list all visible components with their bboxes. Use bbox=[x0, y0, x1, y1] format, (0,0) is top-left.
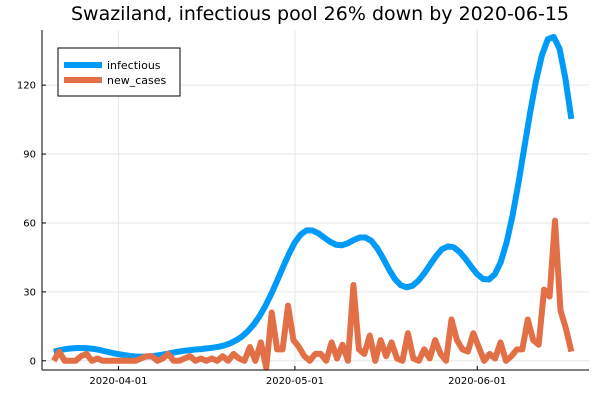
y-tick-label: 90 bbox=[23, 150, 36, 161]
x-tick-label: 2020-05-01 bbox=[266, 376, 324, 387]
x-tick-label: 2020-04-01 bbox=[89, 376, 147, 387]
y-ticks: 0 30 60 90 120 bbox=[17, 81, 46, 367]
y-tick-label: 120 bbox=[17, 81, 36, 92]
series-line-new-cases bbox=[51, 217, 575, 371]
legend-label-new-cases: new_cases bbox=[107, 74, 167, 87]
y-tick-label: 30 bbox=[23, 287, 36, 298]
x-tick-label: 2020-06-01 bbox=[448, 376, 506, 387]
series-layer bbox=[51, 33, 575, 371]
legend-box bbox=[57, 47, 181, 97]
legend-label-infectious: infectious bbox=[107, 59, 161, 72]
y-tick-label: 0 bbox=[30, 356, 36, 367]
legend: infectious new_cases bbox=[57, 47, 181, 97]
chart-title: Swaziland, infectious pool 26% down by 2… bbox=[71, 3, 569, 25]
y-tick-label: 60 bbox=[23, 218, 36, 229]
axes bbox=[41, 30, 589, 371]
x-ticks: 2020-04-01 2020-05-01 2020-06-01 bbox=[89, 366, 506, 387]
